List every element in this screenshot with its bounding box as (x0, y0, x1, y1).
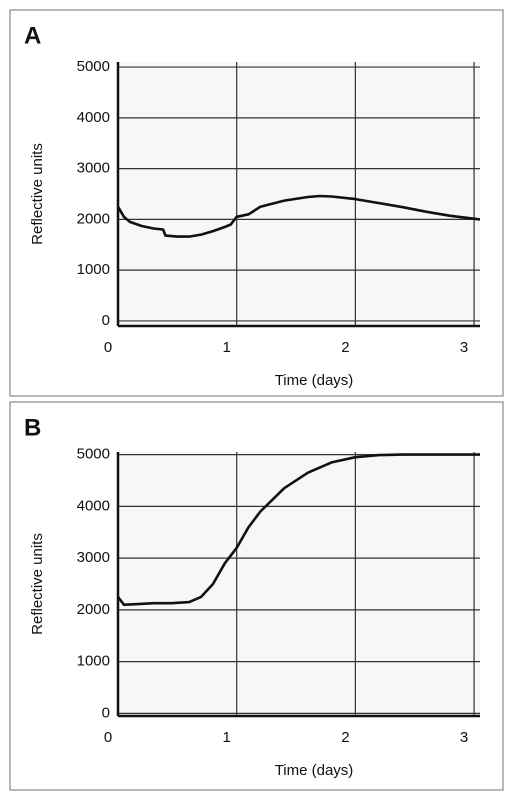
panel-frame (9, 401, 504, 791)
panel-label: A (24, 22, 41, 49)
x-tick-label: 2 (341, 729, 349, 746)
data-line (116, 453, 480, 606)
plot-area (118, 452, 480, 716)
y-tick-label: 3000 (77, 549, 110, 566)
x-tick-label: 3 (460, 339, 468, 356)
chart-panel: B 0 1000 2000 3000 4000 5000 0 1 2 3 Time (days) Ref… (24, 414, 480, 779)
y-tick-label: 4000 (77, 497, 110, 514)
x-tick-label: 2 (341, 339, 349, 356)
panel-frame (9, 9, 504, 397)
x-tick-label: 1 (223, 729, 231, 746)
x-tick-label: 0 (104, 729, 112, 746)
y-tick-label: 1000 (77, 653, 110, 670)
x-tick-label: 3 (460, 729, 468, 746)
y-tick-label: 2000 (77, 601, 110, 618)
chart-panel: A 0 1000 2000 3000 4000 5000 0 1 2 3 Time (days) Ref… (24, 22, 481, 389)
x-axis-label: Time (days) (275, 372, 354, 389)
panel-label: B (24, 414, 41, 441)
data-line (116, 194, 481, 238)
y-axis-label: Reflective units (29, 533, 46, 635)
x-tick-label: 0 (104, 339, 112, 356)
plot-area (118, 62, 480, 326)
y-axis-label: Reflective units (29, 143, 46, 245)
y-tick-label: 2000 (77, 210, 110, 227)
y-tick-label: 3000 (77, 160, 110, 177)
x-tick-label: 1 (223, 339, 231, 356)
x-axis-label: Time (days) (275, 762, 354, 779)
y-tick-label: 0 (102, 704, 110, 721)
y-tick-label: 5000 (77, 58, 110, 75)
y-tick-label: 0 (102, 312, 110, 329)
y-tick-label: 5000 (77, 446, 110, 463)
y-tick-label: 4000 (77, 109, 110, 126)
y-tick-label: 1000 (77, 261, 110, 278)
